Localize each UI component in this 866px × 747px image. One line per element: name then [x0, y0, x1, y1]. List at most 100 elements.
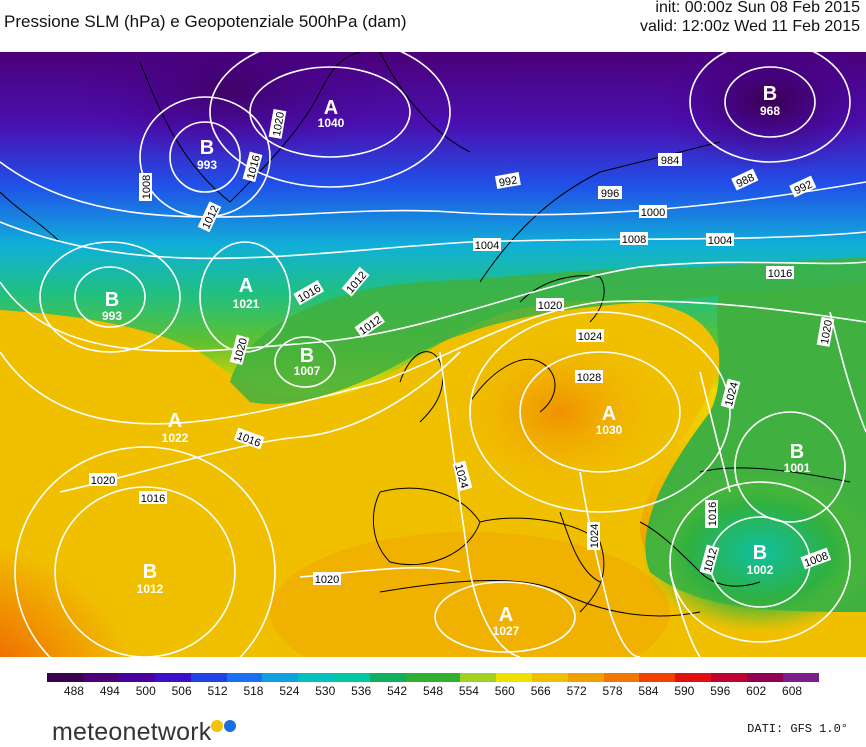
svg-text:A: A [324, 97, 338, 119]
colorbar-label: 506 [171, 684, 192, 698]
colorbar-swatch [208, 673, 227, 682]
colorbar-swatch [424, 673, 442, 682]
svg-text:1022: 1022 [162, 431, 189, 445]
colorbar-swatch [549, 673, 568, 682]
colorbar-labels: 488 494 500 506 512 518 524 530 536 542 548 554 560 5… [47, 684, 819, 700]
isobar-label: 1016 [768, 268, 792, 280]
colorbar-swatch [388, 673, 407, 682]
colorbar-swatch [783, 673, 802, 682]
colorbar-label: 608 [782, 684, 803, 698]
isobar-label: 1008 [622, 234, 646, 246]
colorbar-label: 578 [602, 684, 623, 698]
isobar-label: 1004 [475, 240, 499, 252]
colorbar-label: 590 [674, 684, 695, 698]
colorbar-label: 494 [99, 684, 120, 698]
colorbar-swatch [406, 673, 425, 682]
isobar-label: 1020 [91, 475, 115, 487]
colorbar-swatch [441, 673, 460, 682]
colorbar-label: 500 [135, 684, 156, 698]
isobar-label: 1024 [589, 524, 601, 548]
colorbar-swatch [82, 673, 101, 682]
valid-time: valid: 12:00z Wed 11 Feb 2015 [640, 18, 860, 35]
svg-text:A: A [168, 410, 182, 432]
colorbar-label: 554 [458, 684, 479, 698]
colorbar-label: 542 [387, 684, 408, 698]
colorbar-label: 518 [243, 684, 264, 698]
colorbar-swatch [226, 673, 245, 682]
svg-text:1007: 1007 [294, 364, 321, 378]
svg-text:B: B [753, 542, 767, 564]
colorbar-swatch [495, 673, 514, 682]
colorbar-swatch [244, 673, 263, 682]
colorbar-swatch [603, 673, 622, 682]
isobar-label: 996 [601, 188, 619, 200]
svg-text:B: B [105, 289, 119, 311]
run-info: init: 00:00z Sun 08 Feb 2015 valid: 12:0… [640, 0, 860, 36]
svg-text:B: B [790, 441, 804, 463]
warm-core-central [440, 322, 680, 502]
isobar-label: 992 [498, 174, 518, 189]
svg-text:1001: 1001 [784, 461, 811, 475]
colorbar-swatch [459, 673, 478, 682]
svg-text:B: B [200, 137, 214, 159]
svg-text:993: 993 [102, 309, 122, 323]
colorbar-swatch [585, 673, 604, 682]
svg-text:1012: 1012 [137, 582, 164, 596]
svg-text:993: 993 [197, 158, 217, 172]
colorbar-swatch [370, 673, 389, 682]
colorbar-swatch [118, 673, 137, 682]
warm-core-south [270, 532, 670, 657]
svg-text:A: A [499, 604, 513, 626]
isobar-label: 1024 [578, 331, 602, 343]
colorbar-swatch [729, 673, 748, 682]
isobar-label: 1016 [707, 502, 719, 526]
colorbar-swatch [334, 673, 353, 682]
svg-text:B: B [143, 561, 157, 583]
colorbar-swatch [172, 673, 191, 682]
colorbar-swatch [64, 673, 83, 682]
colorbar-swatch [154, 673, 173, 682]
logo-dots-icon [211, 720, 236, 732]
svg-text:1027: 1027 [493, 624, 520, 638]
colorbar-label: 530 [315, 684, 336, 698]
colorbar-swatch [298, 673, 317, 682]
brand-logo: meteonetwork [52, 718, 212, 746]
colorbar-label: 488 [63, 684, 84, 698]
svg-text:B: B [300, 345, 314, 367]
data-source: DATI: GFS 1.0° [747, 722, 848, 736]
colorbar-swatch [531, 673, 550, 682]
colorbar-swatch [675, 673, 694, 682]
colorbar-label: 560 [494, 684, 515, 698]
isobar-label: 1020 [819, 319, 835, 345]
svg-text:1021: 1021 [233, 297, 260, 311]
colorbar-swatch [765, 673, 784, 682]
isobar-label: 1000 [641, 207, 665, 219]
colorbar-label: 548 [422, 684, 444, 698]
colorbar-swatch [262, 673, 281, 682]
isobar-label: 1020 [538, 300, 562, 312]
svg-text:A: A [239, 275, 253, 297]
colorbar-swatch [639, 673, 658, 682]
colorbar-label: 596 [710, 684, 731, 698]
svg-text:1040: 1040 [318, 116, 345, 130]
isobar-label: 1028 [577, 372, 601, 384]
init-time: init: 00:00z Sun 08 Feb 2015 [655, 0, 860, 16]
isobar-labels: 1008 1020 1016 1012 1004 992 984 988 992… [89, 108, 835, 586]
colorbar-swatch [567, 673, 586, 682]
isobar-label: 1008 [141, 175, 153, 199]
isobar-label: 1020 [315, 574, 339, 586]
svg-text:A: A [602, 403, 616, 425]
colorbar-label: 572 [566, 684, 587, 698]
colorbar-label: 584 [638, 684, 659, 698]
colorbar-swatch [801, 673, 819, 682]
